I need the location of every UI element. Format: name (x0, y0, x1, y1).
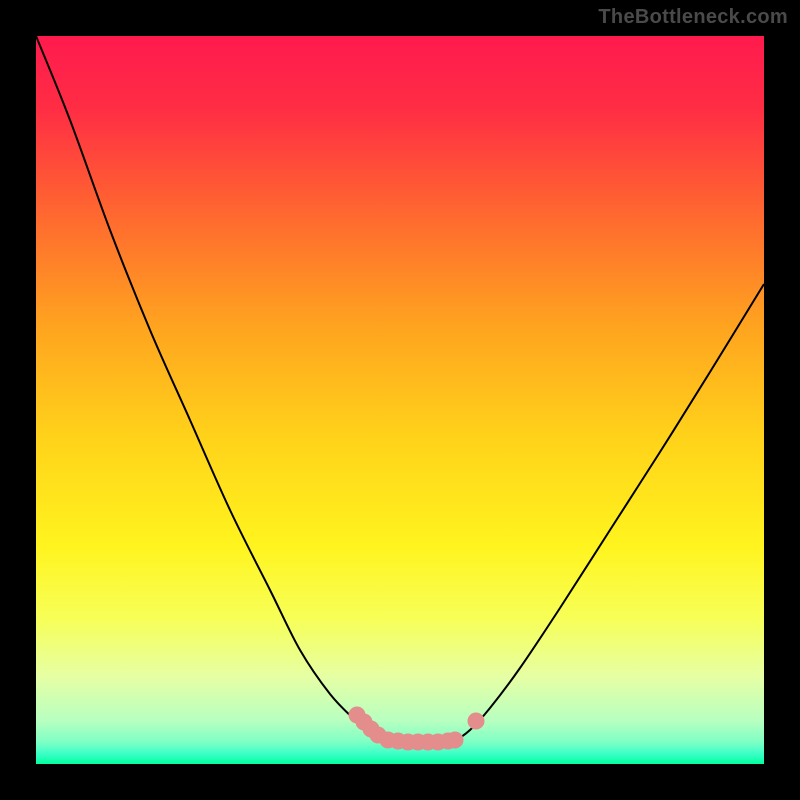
chart-container: TheBottleneck.com (0, 0, 800, 800)
marker-bottom-pill (447, 732, 463, 748)
plot-background (36, 36, 764, 764)
watermark-text: TheBottleneck.com (598, 6, 788, 29)
chart-svg (0, 0, 800, 800)
marker-right-single (468, 713, 484, 729)
